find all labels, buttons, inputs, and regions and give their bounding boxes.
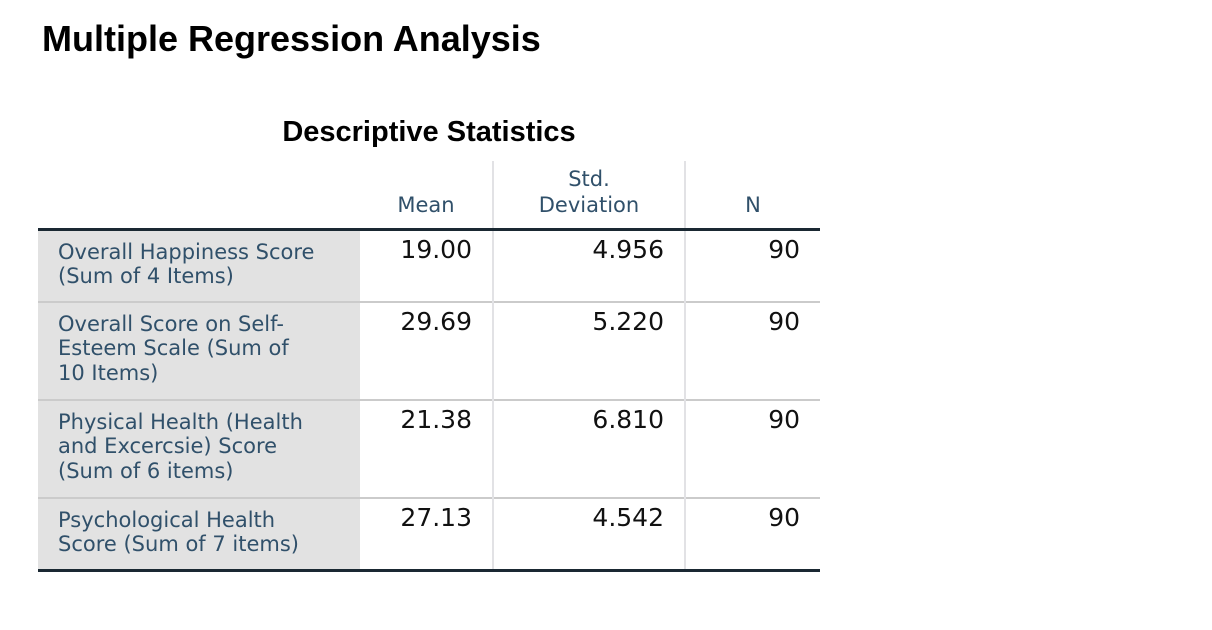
page-title: Multiple Regression Analysis [42,18,541,59]
row-label: Overall Score on Self- Esteem Scale (Sum… [38,301,360,400]
std-deviation-value: 6.810 [492,399,685,498]
column-header-n: N [684,161,820,230]
table-row: Overall Happiness Score (Sum of 4 Items)… [38,229,820,302]
std-deviation-value: 4.956 [492,229,685,302]
row-label: Overall Happiness Score (Sum of 4 Items) [38,229,360,302]
mean-value: 27.13 [360,497,493,571]
table-row: Physical Health (Health and Excercsie) S… [38,399,820,498]
mean-value: 29.69 [360,301,493,400]
table-row: Psychological Health Score (Sum of 7 ite… [38,497,820,571]
table-title: Descriptive Statistics [282,116,576,149]
spss-output-page: Multiple Regression Analysis Descriptive… [38,18,820,572]
column-header-std-deviation: Std. Deviation [492,161,685,230]
mean-value: 19.00 [360,229,493,302]
mean-value: 21.38 [360,399,493,498]
corner-header-cell [38,161,360,230]
column-header-mean: Mean [360,161,493,230]
std-deviation-value: 4.542 [492,497,685,571]
header-row: Mean Std. Deviation N [38,161,820,230]
descriptive-statistics-table: Mean Std. Deviation N Overall Happiness … [38,161,820,572]
row-label: Physical Health (Health and Excercsie) S… [38,399,360,498]
row-label: Psychological Health Score (Sum of 7 ite… [38,497,360,571]
std-deviation-value: 5.220 [492,301,685,400]
n-value: 90 [684,301,820,400]
table-row: Overall Score on Self- Esteem Scale (Sum… [38,301,820,400]
n-value: 90 [684,497,820,571]
descriptive-statistics-output: Descriptive Statistics Mean Std. Deviati… [38,116,820,572]
n-value: 90 [684,399,820,498]
n-value: 90 [684,229,820,302]
